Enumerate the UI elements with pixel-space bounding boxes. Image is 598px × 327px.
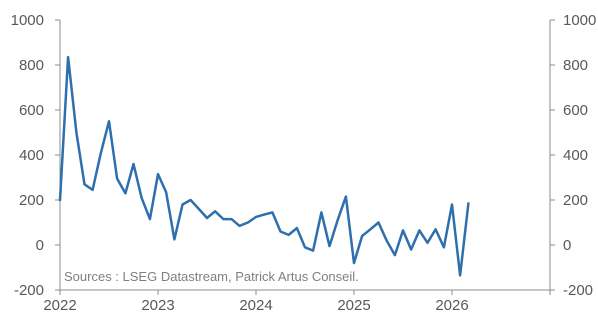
right-y-tick-label: -200 [563, 282, 593, 299]
left-y-tick-label: 200 [19, 192, 44, 209]
left-y-tick-label: 600 [19, 102, 44, 119]
x-tick-label: 2023 [141, 297, 174, 314]
right-y-tick-label: 400 [563, 147, 588, 164]
left-y-tick-label: 400 [19, 147, 44, 164]
left-y-tick-label: -200 [14, 282, 44, 299]
right-y-tick-label: 800 [563, 57, 588, 74]
x-tick-label: 2025 [337, 297, 370, 314]
series-line [58, 55, 470, 277]
x-tick-label: 2024 [239, 297, 272, 314]
left-y-tick-label: 800 [19, 57, 44, 74]
left-y-tick-label: 1000 [11, 12, 44, 29]
right-y-tick-label: 600 [563, 102, 588, 119]
source-note: Sources : LSEG Datastream, Patrick Artus… [64, 269, 359, 284]
right-y-tick-label: 1000 [563, 12, 596, 29]
x-tick-label: 2022 [43, 297, 76, 314]
x-tick-label: 2026 [435, 297, 468, 314]
left-y-tick-label: 0 [36, 237, 44, 254]
right-y-tick-label: 200 [563, 192, 588, 209]
right-y-tick-label: 0 [563, 237, 571, 254]
